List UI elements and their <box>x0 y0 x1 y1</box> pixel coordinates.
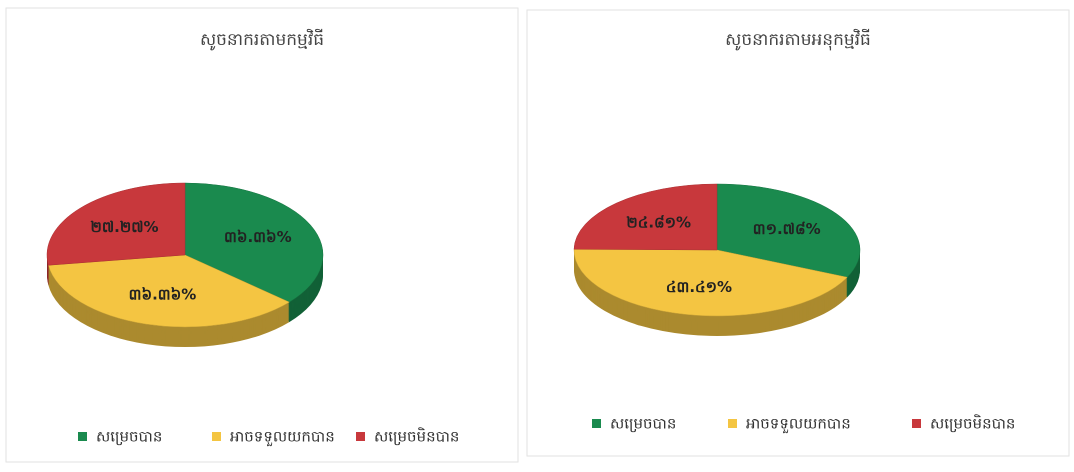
pie-slice <box>573 183 718 251</box>
data-label: ២៤.៨១% <box>626 213 691 231</box>
data-label: ៣៦.៣៦% <box>129 286 197 304</box>
pie-slice <box>184 182 324 303</box>
legend-swatch <box>912 419 921 428</box>
data-label: ៣១.៧៨% <box>753 220 821 238</box>
legend-label: សម្រេចមិនបាន <box>930 414 1015 433</box>
pie-slice <box>573 248 848 317</box>
legend-label: អាចទទួលយកបាន <box>746 415 851 434</box>
chart-title: សូចនាករតាមកម្មវិធី <box>200 28 324 51</box>
legend-swatch <box>212 432 221 441</box>
legend-label: សម្រេចបាន <box>96 428 162 446</box>
legend-swatch <box>728 419 737 428</box>
legend-swatch <box>78 432 87 441</box>
legend-label: សម្រេចមិនបាន <box>374 427 459 446</box>
legend-label: អាចទទួលយកបាន <box>230 428 335 447</box>
pie-slice <box>46 182 186 266</box>
data-label: ២៧.២៧% <box>90 218 158 236</box>
legend-swatch <box>356 432 365 441</box>
pie-slice <box>48 254 290 328</box>
chart-title: សូចនាករតាមអនុកម្មវិធី <box>725 28 871 51</box>
legend-swatch <box>592 419 601 428</box>
legend-label: សម្រេចបាន <box>610 415 676 433</box>
data-label: ៤៣.៤១% <box>666 278 732 296</box>
data-label: ៣៦.៣៦% <box>224 228 292 246</box>
pie-slice <box>716 183 861 278</box>
